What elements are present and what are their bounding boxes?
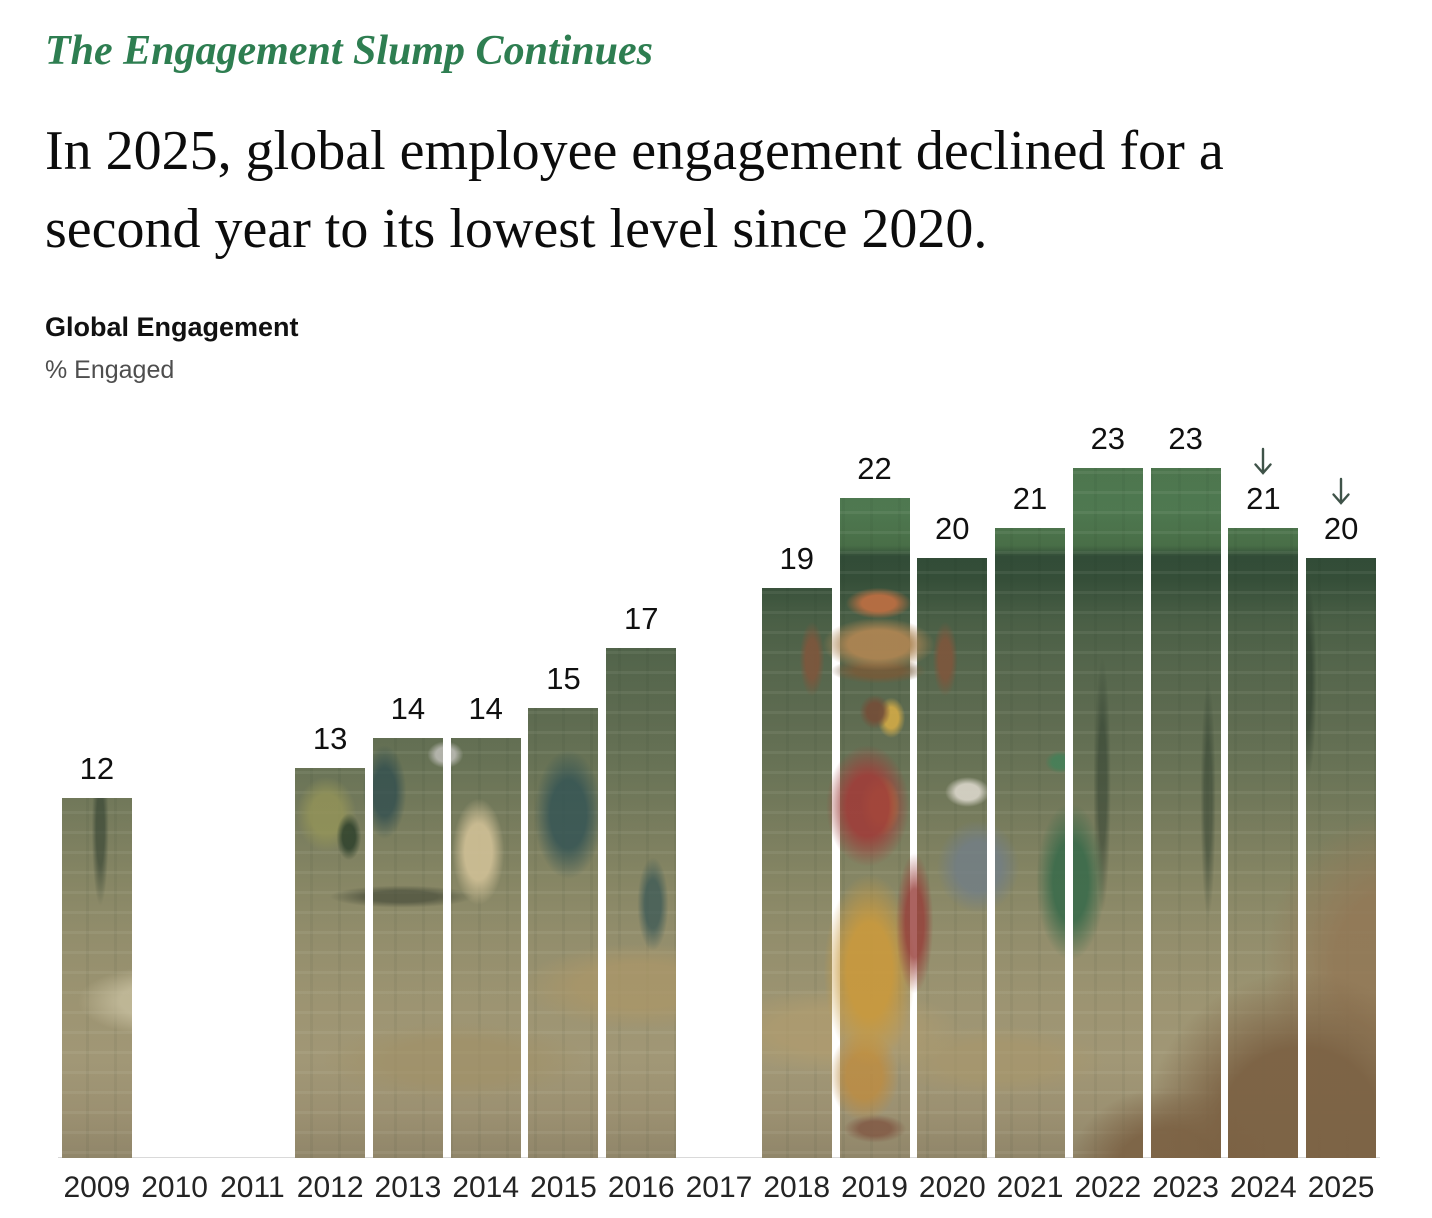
value-label-2023: 23 (1168, 420, 1203, 456)
x-axis-label-2013: 2013 (374, 1170, 442, 1204)
bar-2016 (606, 647, 677, 1158)
x-axis-label-2019: 2019 (841, 1170, 908, 1204)
engagement-bar-chart: 12 13 14 14 15 17 19 22 20 21 23 23 21 20 (58, 411, 1380, 1158)
photo-fill (372, 737, 443, 1158)
photo-fill (606, 647, 677, 1158)
bar-2025 (1306, 557, 1377, 1158)
value-label-2025: 20 (1323, 510, 1359, 546)
photo-fill (995, 527, 1066, 1158)
x-axis-label-2012: 2012 (296, 1170, 364, 1204)
kicker-title: The Engagement Slump Continues (45, 28, 653, 74)
photo-fill (1150, 467, 1221, 1158)
x-axis-label-2011: 2011 (220, 1170, 285, 1204)
value-label-2021: 21 (1012, 480, 1048, 516)
x-axis-label-2024: 2024 (1229, 1170, 1297, 1204)
bar-2015 (528, 707, 599, 1158)
value-label-2013: 14 (390, 690, 426, 726)
x-axis-line (58, 1156, 1380, 1158)
value-label-2020: 20 (935, 510, 970, 546)
headline: In 2025, global employee engagement decl… (45, 120, 1224, 260)
x-axis-label-2025: 2025 (1307, 1170, 1375, 1204)
x-axis-label-2016: 2016 (607, 1170, 675, 1204)
photo-fill (450, 737, 521, 1158)
photo-fill (1072, 467, 1143, 1158)
x-axis-label-2020: 2020 (918, 1170, 986, 1204)
x-axis-label-2017: 2017 (685, 1170, 753, 1204)
bar-2022 (1072, 467, 1143, 1158)
photo-fill (61, 797, 132, 1158)
down-arrow-icon (1302, 476, 1380, 508)
bar-2013 (372, 737, 443, 1158)
value-label-2015: 15 (546, 660, 581, 696)
down-arrow-icon (1224, 446, 1302, 478)
unit-label: % Engaged (45, 355, 175, 384)
photo-fill (1228, 527, 1299, 1158)
woman-with-brick-basket-photo-cutout (785, 570, 965, 1158)
value-label-2012: 13 (312, 720, 348, 756)
bar-2024 (1228, 527, 1299, 1158)
x-axis-label-2023: 2023 (1152, 1170, 1219, 1204)
x-axis-label-2014: 2014 (452, 1170, 520, 1204)
value-label-2014: 14 (468, 690, 503, 726)
bar-2023 (1150, 467, 1221, 1158)
value-label-2019: 22 (857, 450, 892, 486)
bar-2014 (450, 737, 521, 1158)
photo-fill (295, 767, 366, 1158)
photo-fill (528, 707, 599, 1158)
value-label-2018: 19 (779, 540, 814, 576)
chart-title: Global Engagement (45, 311, 299, 342)
bar-2021 (995, 527, 1066, 1158)
x-axis-label-2009: 2009 (63, 1170, 131, 1204)
value-label-2024: 21 (1246, 480, 1281, 516)
bar-2012 (295, 767, 366, 1158)
photo-fill (1306, 557, 1377, 1158)
x-axis-label-2022: 2022 (1074, 1170, 1142, 1204)
x-axis-label-2018: 2018 (763, 1170, 831, 1204)
value-label-2016: 17 (623, 600, 659, 636)
x-axis-label-2010: 2010 (141, 1170, 208, 1204)
bar-2009 (61, 797, 132, 1158)
value-label-2009: 12 (79, 750, 115, 786)
x-axis-label-2021: 2021 (996, 1170, 1064, 1204)
value-label-2022: 23 (1090, 420, 1126, 456)
x-axis-label-2015: 2015 (530, 1170, 597, 1204)
x-axis-labels: 2009 2010 2011 2012 2013 2014 2015 2016 2017 2018… (58, 1170, 1380, 1216)
